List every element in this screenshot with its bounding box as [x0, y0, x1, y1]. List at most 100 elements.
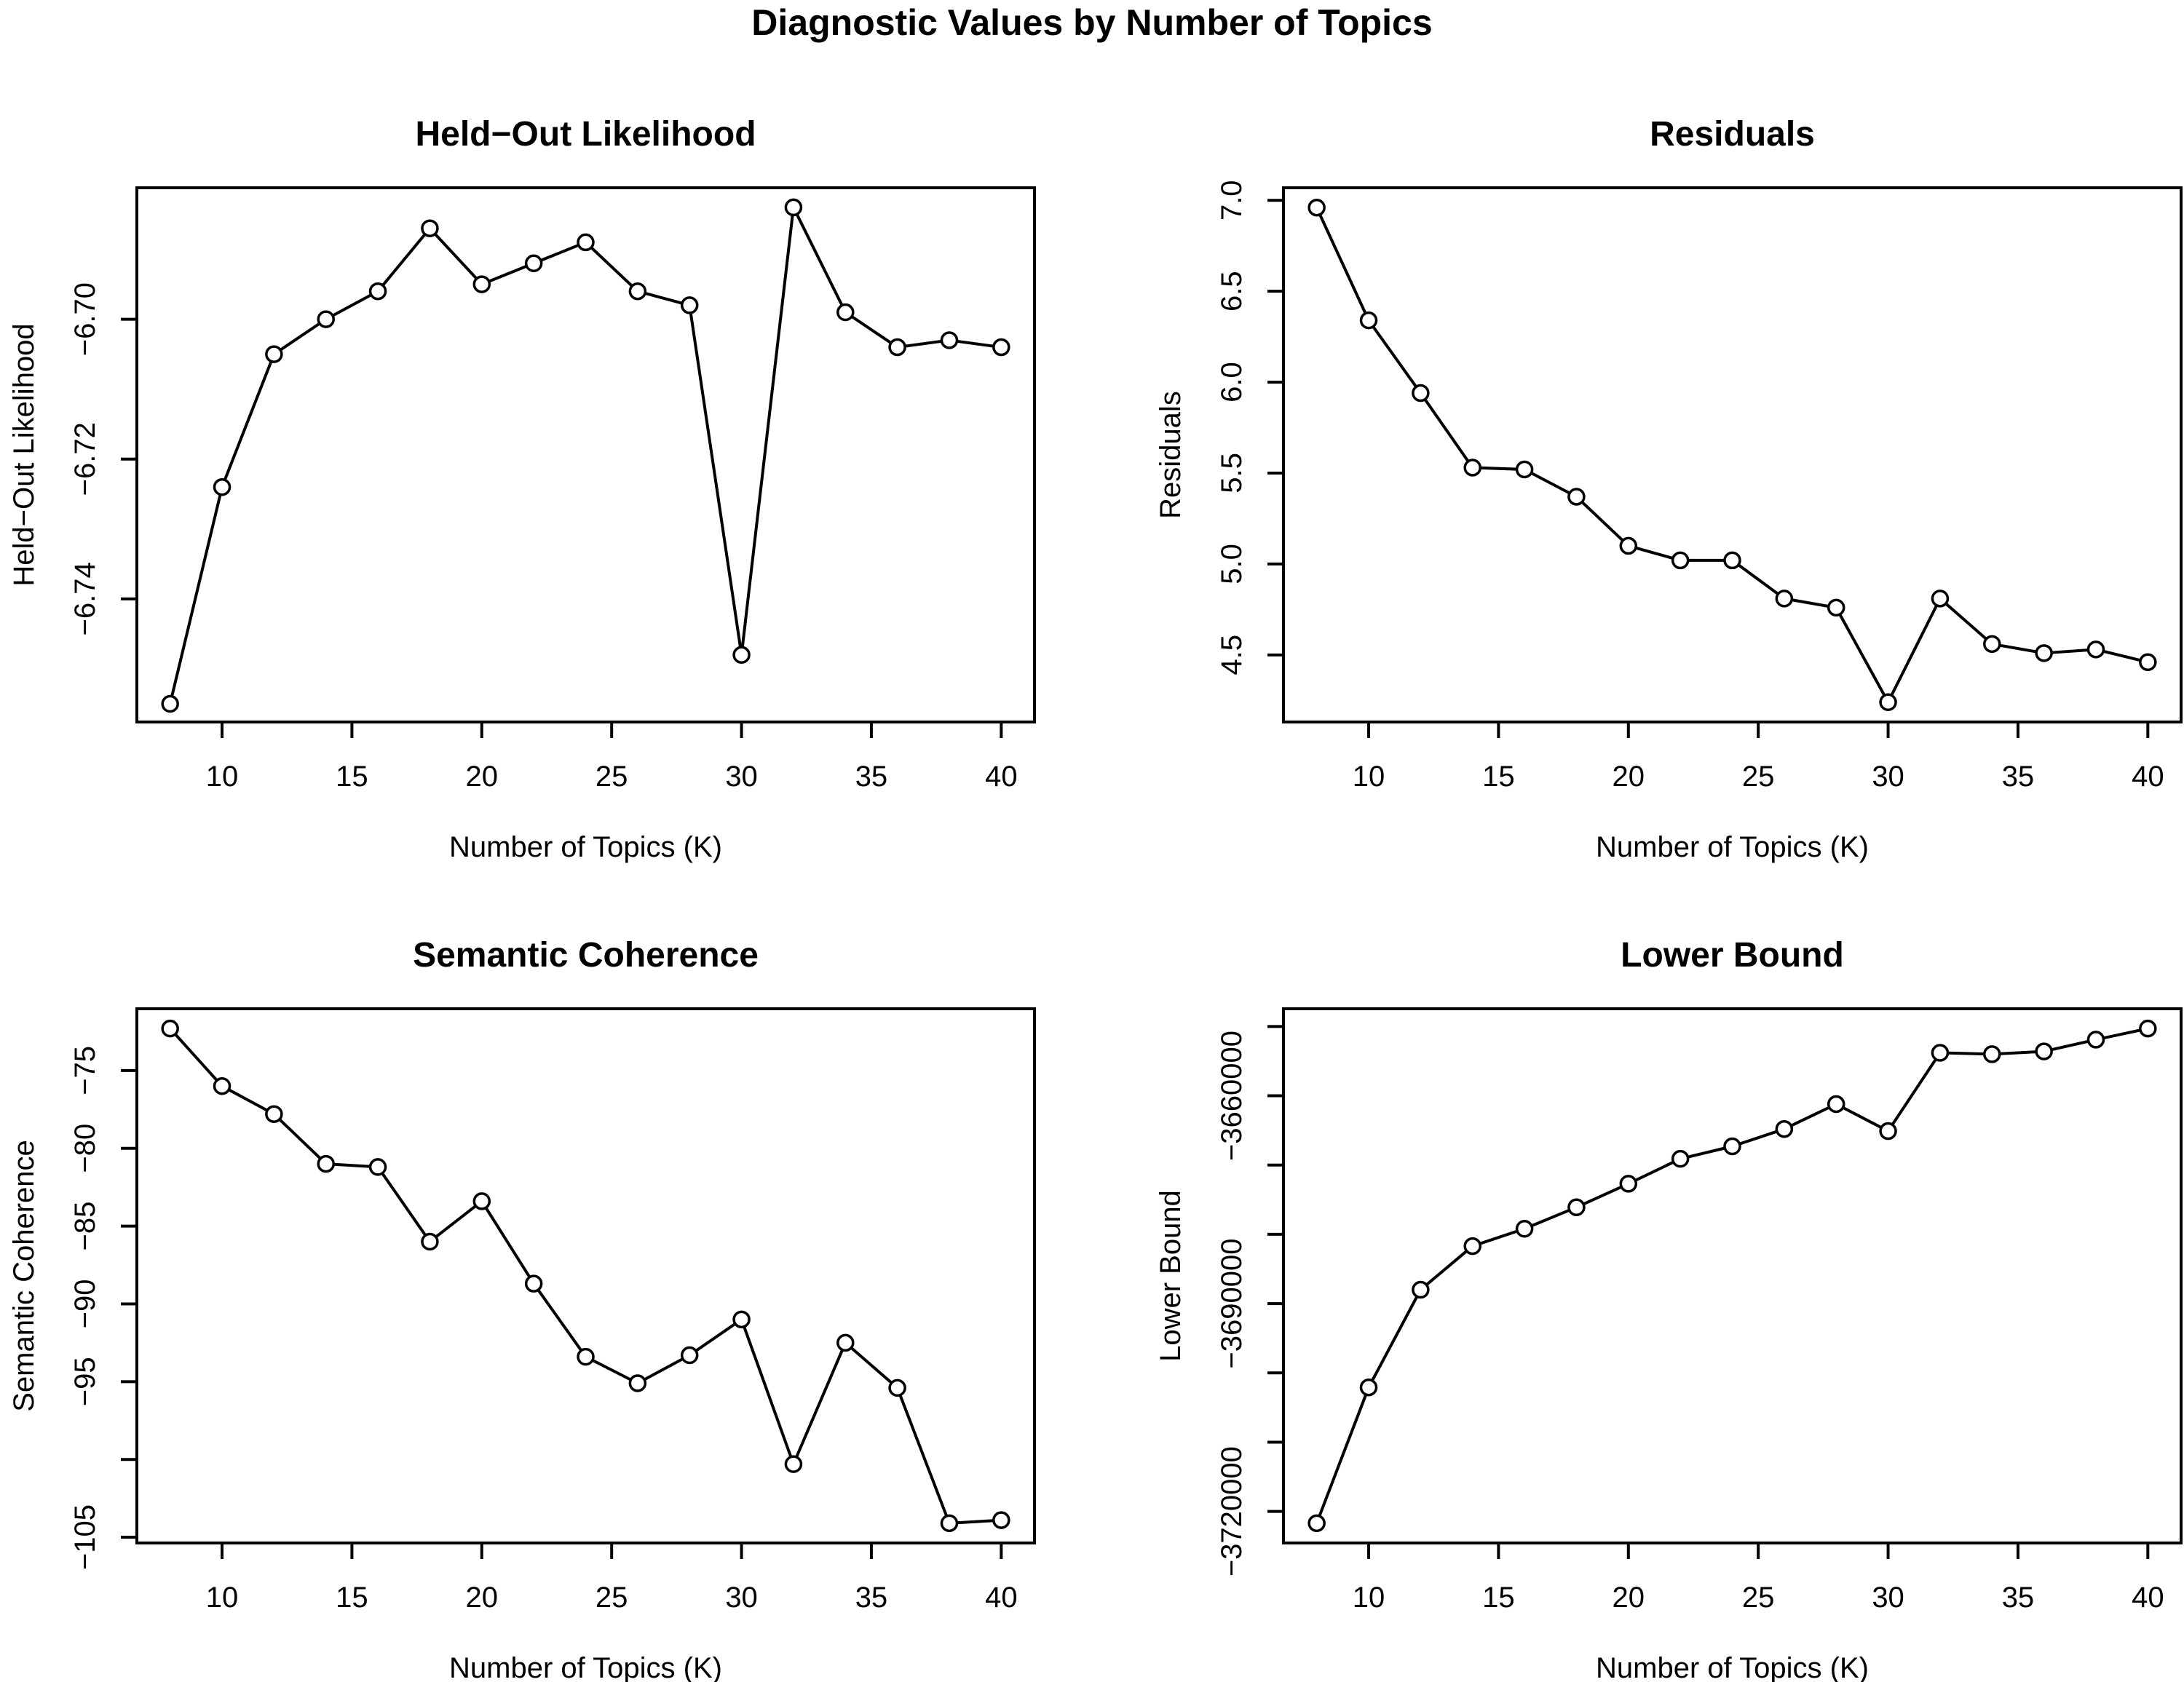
data-point — [317, 310, 335, 328]
data-point — [1827, 598, 1845, 617]
data-point — [680, 1346, 699, 1365]
y-tick-label: 7.0 — [1216, 180, 1248, 221]
data-point — [2035, 1042, 2053, 1060]
data-point — [1775, 590, 1794, 608]
x-tick-label: 30 — [725, 1582, 758, 1614]
data-point — [161, 1019, 179, 1038]
panel-residuals: Residuals 10 15 20 25 30 35 40 4.5 5.0 5.5 6.0 6.5 7.… — [1155, 115, 2183, 863]
data-point — [421, 1232, 439, 1251]
plot-box — [1282, 186, 2183, 723]
data-point — [1983, 1045, 2001, 1063]
data-point — [1412, 384, 1430, 402]
y-tick-label: −3660000 — [1216, 1031, 1248, 1161]
data-point — [940, 1514, 959, 1533]
data-point — [2035, 644, 2053, 662]
data-point — [213, 1076, 232, 1095]
y-axis-label: Held−Out Likelihood — [8, 323, 40, 586]
data-point — [577, 233, 595, 252]
y-tick-label: −95 — [69, 1357, 101, 1406]
figure-title: Diagnostic Values by Number of Topics — [751, 2, 1432, 43]
data-point — [1723, 1137, 1741, 1156]
data-point — [836, 1333, 855, 1352]
x-tick-label: 40 — [985, 1582, 1018, 1614]
data-point — [1671, 1149, 1690, 1168]
data-point — [524, 1274, 543, 1293]
data-point — [265, 345, 283, 363]
data-point — [1619, 1175, 1638, 1193]
x-tick-label: 35 — [855, 761, 888, 793]
x-tick-label: 15 — [336, 761, 368, 793]
x-tick-label: 20 — [1613, 1582, 1645, 1614]
y-tick-label: −6.72 — [69, 422, 101, 496]
x-tick-label: 35 — [855, 1582, 888, 1614]
data-point — [368, 1158, 387, 1176]
data-point — [1827, 1095, 1845, 1114]
data-point — [2086, 1031, 2105, 1049]
y-tick-label: −75 — [69, 1046, 101, 1095]
data-point — [992, 338, 1010, 357]
data-point — [1359, 311, 1378, 330]
x-tick-label: 25 — [596, 761, 628, 793]
x-tick-label: 20 — [466, 1582, 499, 1614]
y-tick-label: 4.5 — [1216, 635, 1248, 675]
series-line — [168, 205, 1002, 705]
data-point — [2086, 640, 2105, 659]
panel-title: Semantic Coherence — [413, 936, 759, 975]
x-tick-label: 15 — [1482, 1582, 1515, 1614]
data-point — [888, 338, 906, 357]
data-point — [524, 254, 543, 273]
data-point — [1567, 1198, 1586, 1217]
data-point — [472, 1192, 491, 1210]
series-line — [1315, 1027, 2148, 1524]
data-point — [161, 694, 179, 713]
data-point — [1931, 1044, 1950, 1062]
panel-title: Held−Out Likelihood — [415, 115, 756, 154]
data-point — [2139, 1019, 2157, 1038]
x-tick-label: 10 — [1353, 761, 1385, 793]
y-axis-label: Semantic Coherence — [8, 1140, 40, 1412]
x-tick-label: 30 — [1872, 761, 1904, 793]
data-point — [1931, 590, 1950, 608]
data-point — [1307, 1514, 1326, 1533]
x-tick-label: 35 — [2002, 761, 2035, 793]
data-point — [1307, 198, 1326, 217]
data-point — [1879, 1122, 1897, 1140]
data-point — [628, 282, 647, 301]
x-tick-label: 10 — [1353, 1582, 1385, 1614]
data-point — [732, 646, 751, 665]
y-tick-label: −3690000 — [1216, 1239, 1248, 1369]
data-point — [1671, 551, 1690, 570]
data-point — [1515, 1220, 1534, 1238]
x-tick-label: 30 — [1872, 1582, 1904, 1614]
data-point — [2139, 653, 2157, 672]
x-tick-label: 25 — [596, 1582, 628, 1614]
data-point — [213, 477, 232, 496]
plot-box — [135, 186, 1036, 723]
y-tick-label: 6.0 — [1216, 362, 1248, 402]
x-tick-label: 25 — [1742, 761, 1775, 793]
data-point — [680, 296, 699, 314]
x-tick-label: 10 — [206, 1582, 239, 1614]
data-point — [888, 1378, 906, 1397]
y-tick-label: −6.74 — [69, 562, 101, 635]
data-point — [628, 1374, 647, 1392]
x-axis-label: Number of Topics (K) — [1596, 1652, 1869, 1682]
x-axis-label: Number of Topics (K) — [449, 831, 722, 863]
data-point — [577, 1347, 595, 1366]
data-point — [940, 331, 959, 349]
data-point — [1463, 1237, 1481, 1255]
data-point — [1879, 693, 1897, 712]
y-tick-label: −90 — [69, 1280, 101, 1329]
x-tick-label: 35 — [2002, 1582, 2035, 1614]
series-line — [169, 1027, 1002, 1525]
data-point — [1983, 635, 2001, 654]
panel-lower-bound: Lower Bound 10 15 20 25 30 35 40 −3720000 −369000… — [1155, 936, 2183, 1682]
plot-box — [1282, 1007, 2183, 1544]
panel-held-out-likelihood: Held−Out Likelihood 10 15 20 25 30 35 40 −6.74 −6… — [8, 115, 1036, 863]
y-tick-label: −85 — [69, 1202, 101, 1251]
data-point — [1723, 551, 1741, 570]
panel-title: Residuals — [1650, 115, 1815, 154]
x-tick-label: 20 — [1613, 761, 1645, 793]
